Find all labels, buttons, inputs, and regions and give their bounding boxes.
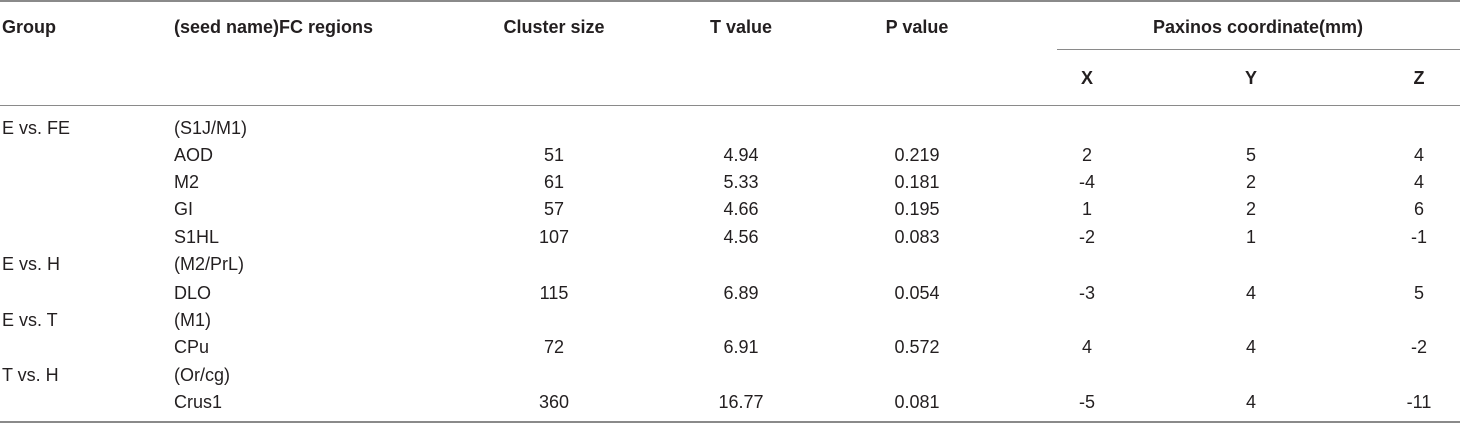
header-paxinos: Paxinos coordinate(mm) [1152,17,1364,37]
cell-x: 1 [1081,199,1093,219]
cell-region: AOD [174,145,214,165]
cell-z: -11 [1406,392,1432,412]
cell-group: E vs. FE [2,118,71,138]
header-group: Group [2,17,56,37]
cell-cluster-size: 107 [538,227,570,247]
cell-t-value: 16.77 [718,392,764,412]
cell-region: GI [174,199,194,219]
cell-t-value: 5.33 [723,172,759,192]
cell-x: -5 [1078,392,1096,412]
cell-y: 4 [1245,392,1257,412]
cell-p-value: 0.081 [894,392,940,412]
cell-region: (M2/PrL) [174,254,245,274]
cell-cluster-size: 51 [543,145,565,165]
cell-y: 4 [1245,283,1257,303]
cell-x: -3 [1078,283,1096,303]
paxinos-subheader-rule [1057,49,1460,50]
cell-t-value: 4.66 [723,199,759,219]
cell-x: -2 [1078,227,1096,247]
cell-cluster-size: 61 [543,172,565,192]
cell-z: -1 [1410,227,1428,247]
cell-z: 5 [1413,283,1425,303]
cell-p-value: 0.572 [894,337,940,357]
cell-p-value: 0.181 [894,172,940,192]
header-y: Y [1244,68,1258,88]
cell-y: 2 [1245,199,1257,219]
header-z: Z [1413,68,1425,88]
cell-region: (M1) [174,310,211,330]
cell-y: 2 [1245,172,1257,192]
cell-cluster-size: 115 [539,283,569,303]
cell-p-value: 0.083 [894,227,940,247]
cell-x: 2 [1081,145,1093,165]
cell-group: E vs. T [2,310,58,330]
table-top-rule [0,0,1460,2]
cell-p-value: 0.195 [894,199,940,219]
cell-region: Crus1 [174,392,223,412]
cell-cluster-size: 57 [543,199,565,219]
cell-z: 6 [1413,199,1425,219]
cell-z: 4 [1413,145,1425,165]
cell-p-value: 0.054 [894,283,940,303]
cell-y: 5 [1245,145,1257,165]
header-x: X [1080,68,1094,88]
header-cluster-size: Cluster size [503,17,605,37]
cell-region: M2 [174,172,200,192]
cell-t-value: 6.89 [723,283,759,303]
cell-region: DLO [174,283,212,303]
cell-p-value: 0.219 [894,145,940,165]
cell-t-value: 4.56 [723,227,759,247]
cell-x: 4 [1081,337,1093,357]
cell-cluster-size: 72 [543,337,565,357]
cell-group: E vs. H [2,254,61,274]
header-t-value: T value [709,17,773,37]
header-bottom-rule [0,105,1460,106]
cell-z: 4 [1413,172,1425,192]
table-bottom-rule [0,421,1460,423]
cell-region: (S1J/M1) [174,118,248,138]
cell-region: S1HL [174,227,220,247]
header-p-value: P value [885,17,949,37]
cell-region: (Or/cg) [174,365,230,385]
cell-y: 1 [1245,227,1257,247]
cell-z: -2 [1410,337,1428,357]
cell-cluster-size: 360 [538,392,570,412]
header-regions: (seed name)FC regions [174,17,374,37]
cell-x: -4 [1078,172,1096,192]
cell-group: T vs. H [2,365,59,385]
cell-t-value: 4.94 [723,145,759,165]
cell-t-value: 6.91 [723,337,759,357]
cell-region: CPu [174,337,210,357]
cell-y: 4 [1245,337,1257,357]
